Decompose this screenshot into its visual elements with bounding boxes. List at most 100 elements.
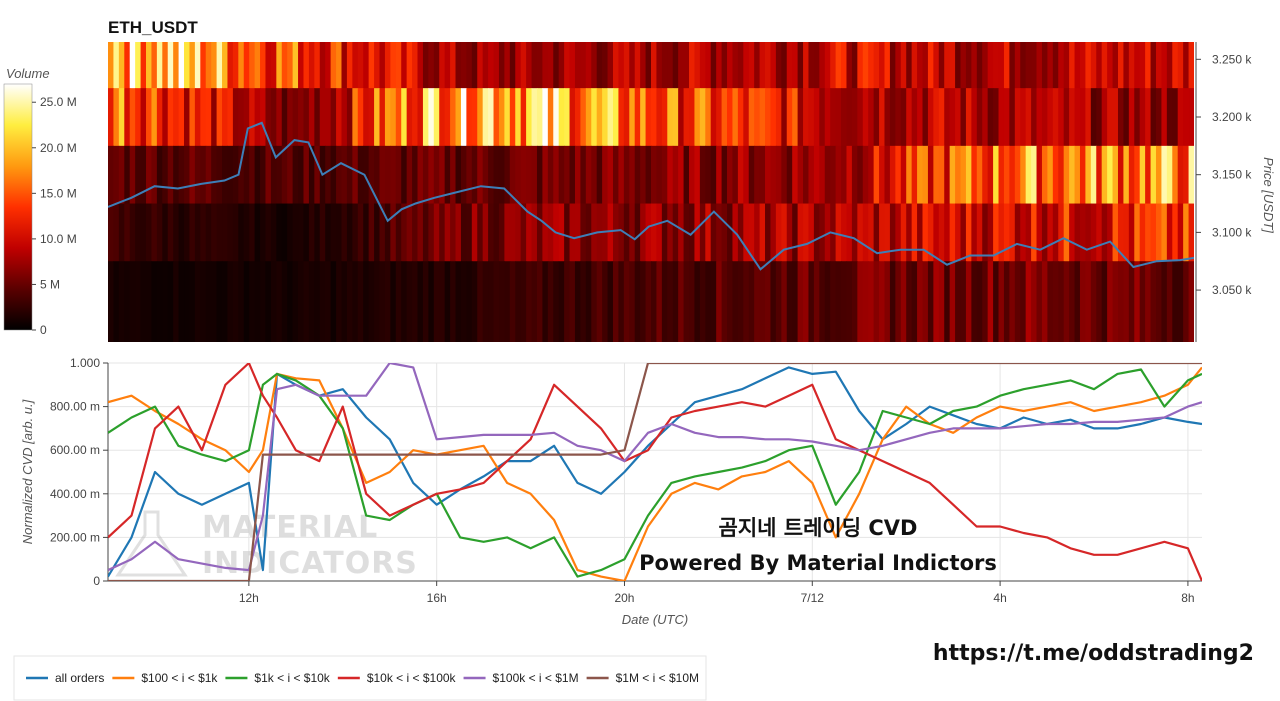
heatmap-cell <box>781 203 788 319</box>
heatmap-cell <box>623 203 630 319</box>
telegram-link[interactable]: https://t.me/oddstrading2 <box>933 641 1254 666</box>
heatmap-cell <box>656 261 663 342</box>
heatmap-cell <box>1161 261 1168 342</box>
heatmap-cell <box>1031 261 1038 342</box>
heatmap-cell <box>857 261 864 342</box>
heatmap-cell <box>336 261 343 342</box>
heatmap-cell <box>184 88 191 204</box>
heatmap-cell <box>118 88 125 204</box>
heatmap-cell <box>216 88 223 204</box>
heatmap-cell <box>1112 261 1119 342</box>
heatmap-cell <box>189 88 196 204</box>
heatmap-cell <box>830 203 837 319</box>
heatmap-cell <box>933 88 940 204</box>
legend-label[interactable]: $1k < i < $10k <box>254 671 330 685</box>
heatmap-cell <box>238 88 245 204</box>
legend-label[interactable]: $10k < i < $100k <box>367 671 457 685</box>
heatmap-cell <box>1139 203 1146 319</box>
heatmap-cell <box>612 261 620 342</box>
heatmap-cell <box>965 203 972 319</box>
heatmap-cell <box>509 88 516 204</box>
heatmap-cell <box>205 203 212 319</box>
heatmap-cell <box>1107 88 1114 204</box>
heatmap-cell <box>743 203 750 319</box>
heatmap-cell <box>1003 203 1010 319</box>
heatmap-cell <box>325 203 332 319</box>
heatmap-cell <box>1161 88 1168 204</box>
heatmap-cell <box>1188 261 1194 342</box>
legend-label[interactable]: $100 < i < $1k <box>141 671 218 685</box>
heatmap-cell <box>889 88 896 204</box>
legend-label[interactable]: all orders <box>55 671 104 685</box>
heatmap-cell <box>792 88 799 204</box>
heatmap-cell <box>352 261 359 342</box>
heatmap-area[interactable] <box>108 42 1195 342</box>
heatmap-cell <box>140 261 147 342</box>
heatmap-cell <box>200 261 207 342</box>
heatmap-cell <box>428 88 435 204</box>
heatmap-cell <box>960 88 967 204</box>
heatmap-cell <box>564 88 571 204</box>
heatmap-cell <box>515 261 522 342</box>
heatmap-cell <box>135 88 142 204</box>
heatmap-cell <box>488 88 495 204</box>
heatmap-cell <box>553 261 560 342</box>
heatmap-cell <box>716 203 723 319</box>
heatmap-cell <box>368 261 375 342</box>
heatmap-cell <box>949 88 956 204</box>
heatmap-cell <box>254 88 261 204</box>
heatmap-cell <box>906 261 913 342</box>
heatmap-cell <box>727 203 734 319</box>
heatmap-cell <box>1155 88 1163 204</box>
heatmap-cell <box>238 203 245 319</box>
heatmap-cell <box>1025 261 1032 342</box>
heatmap-cell <box>596 203 603 319</box>
heatmap-cell <box>1041 203 1048 319</box>
cvd-y-ticks: 0 200.00 m 400.00 m 600.00 m 800.00 m 1.000 <box>50 356 108 588</box>
heatmap-cell <box>770 261 777 342</box>
heatmap-cell <box>580 261 587 342</box>
heatmap-cell <box>846 88 853 204</box>
heatmap-cell <box>591 203 598 319</box>
heatmap-cell <box>743 88 750 204</box>
heatmap-cell <box>727 261 734 342</box>
legend-label[interactable]: $100k < i < $1M <box>493 671 579 685</box>
heatmap-cell <box>960 203 967 319</box>
heatmap-cell <box>498 261 505 342</box>
heatmap-cell <box>1031 203 1038 319</box>
heatmap-cell <box>971 88 978 204</box>
heatmap-cell <box>363 203 370 319</box>
heatmap-cell <box>428 203 435 319</box>
heatmap-cell <box>721 261 728 342</box>
heatmap-cell <box>1117 261 1125 342</box>
heatmap-cell <box>987 261 994 342</box>
heatmap-cell <box>368 88 375 204</box>
heatmap-cell <box>466 203 473 319</box>
heatmap-cell <box>645 203 652 319</box>
heatmap-cell <box>1166 88 1173 204</box>
heatmap-cell <box>184 261 191 342</box>
heatmap-cell <box>444 203 451 319</box>
price-line-layer <box>108 121 1194 271</box>
heatmap-cell <box>629 261 636 342</box>
heatmap-cell <box>851 203 858 319</box>
heatmap-cell <box>471 203 478 319</box>
heatmap-cell <box>765 203 772 319</box>
heatmap-cell <box>167 203 174 319</box>
heatmap-cell <box>450 203 457 319</box>
heatmap-cell <box>455 261 462 342</box>
heatmap-cell <box>710 261 717 342</box>
flask-icon <box>115 510 188 577</box>
heatmap-cell <box>260 261 267 342</box>
heatmap-cell <box>1085 203 1092 319</box>
legend-label[interactable]: $1M < i < $10M <box>616 671 699 685</box>
heatmap-cell <box>585 261 592 342</box>
colorbar-ticks: 25.0 M 20.0 M 15.0 M 10.0 M 5 M 0 <box>32 95 77 337</box>
heatmap-cell <box>678 203 685 319</box>
heatmap-cell <box>108 88 115 204</box>
heatmap-cell <box>1074 203 1081 319</box>
heatmap-cell <box>1117 88 1125 204</box>
heatmap-cell <box>444 261 451 342</box>
heatmap-cell <box>243 261 250 342</box>
heatmap-cell <box>238 261 245 342</box>
